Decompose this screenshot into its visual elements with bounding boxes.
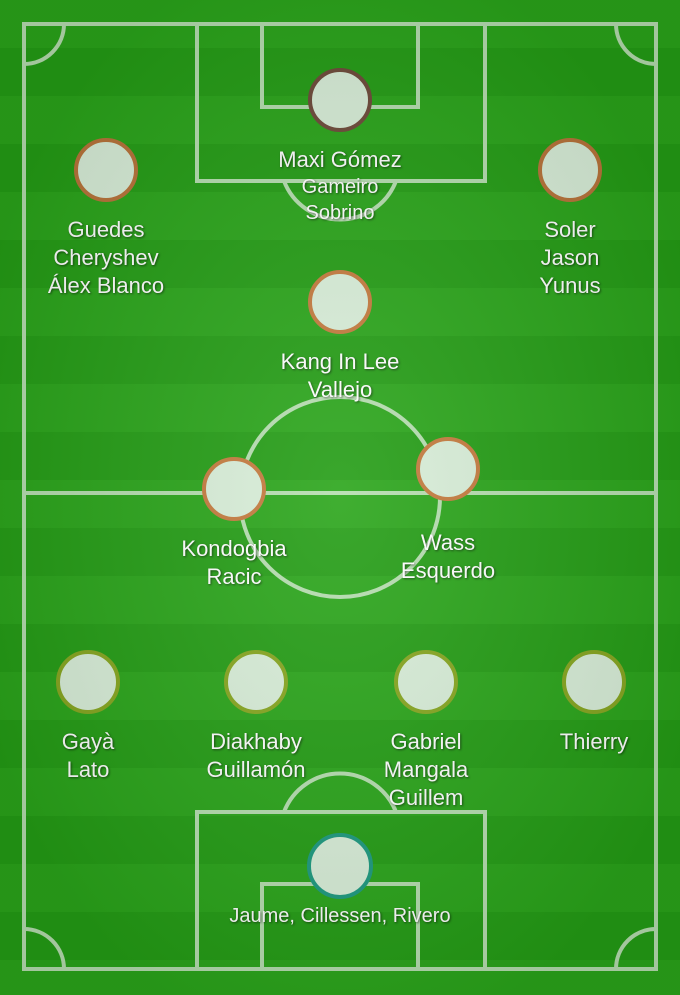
player-name: Maxi Gómez <box>278 147 402 172</box>
player-name: Esquerdo <box>400 558 496 583</box>
top-penalty-arc <box>282 180 398 222</box>
player-name: Lato <box>66 757 110 782</box>
player-right-back[interactable]: Thierry <box>504 650 680 756</box>
player-name: Wass <box>420 530 476 555</box>
player-name: Vallejo <box>307 377 373 402</box>
player-marker <box>202 457 266 521</box>
player-left-back[interactable]: Gayà Lato <box>0 650 178 784</box>
player-left-centre-back[interactable]: Diakhaby Guillamón <box>166 650 346 784</box>
player-name: Jaume, Cillessen, Rivero <box>229 905 451 927</box>
player-marker <box>562 650 626 714</box>
corner-arc-top-right <box>614 23 657 66</box>
player-name: Diakhaby <box>210 729 302 754</box>
player-name: Mangala <box>383 757 469 782</box>
player-name: Guillamón <box>206 757 306 782</box>
player-name: Racic <box>206 564 262 589</box>
player-name: Kang In Lee <box>280 349 400 374</box>
player-name: Soler <box>544 217 596 242</box>
bottom-penalty-arc <box>282 771 398 813</box>
player-name: Cheryshev <box>53 245 159 270</box>
corner-arc-top-left <box>23 23 66 66</box>
player-name: Jason <box>540 245 600 270</box>
player-marker <box>538 138 602 202</box>
player-marker <box>56 650 120 714</box>
player-attacking-midfielder[interactable]: Kang In Lee Vallejo <box>250 270 430 404</box>
corner-arc-bottom-left <box>23 927 66 970</box>
player-goalkeeper[interactable]: Jaume, Cillessen, Rivero <box>190 833 490 929</box>
player-right-central-midfielder[interactable]: Wass Esquerdo <box>358 437 538 585</box>
player-marker <box>74 138 138 202</box>
player-marker <box>416 437 480 501</box>
player-right-wing[interactable]: Soler Jason Yunus <box>480 138 660 300</box>
player-striker[interactable]: Maxi Gómez Gameiro Sobrino <box>250 68 430 226</box>
corner-arc-bottom-right <box>614 927 657 970</box>
player-name: Thierry <box>559 729 629 754</box>
player-left-wing[interactable]: Guedes Cheryshev Álex Blanco <box>16 138 196 300</box>
player-left-central-midfielder[interactable]: Kondogbia Racic <box>144 457 324 591</box>
player-name: Kondogbia <box>181 536 287 561</box>
player-name: Guedes <box>67 217 145 242</box>
player-name: Yunus <box>539 273 601 298</box>
player-marker <box>308 270 372 334</box>
player-name: Gayà <box>61 729 115 754</box>
player-marker <box>307 833 373 899</box>
player-right-centre-back[interactable]: Gabriel Mangala Guillem <box>336 650 516 812</box>
player-name: Sobrino <box>305 202 375 224</box>
player-name: Guillem <box>388 785 464 810</box>
player-marker <box>224 650 288 714</box>
player-marker <box>308 68 372 132</box>
player-name: Álex Blanco <box>47 273 165 298</box>
player-name: Gameiro <box>301 176 379 198</box>
player-marker <box>394 650 458 714</box>
player-name: Gabriel <box>390 729 462 754</box>
